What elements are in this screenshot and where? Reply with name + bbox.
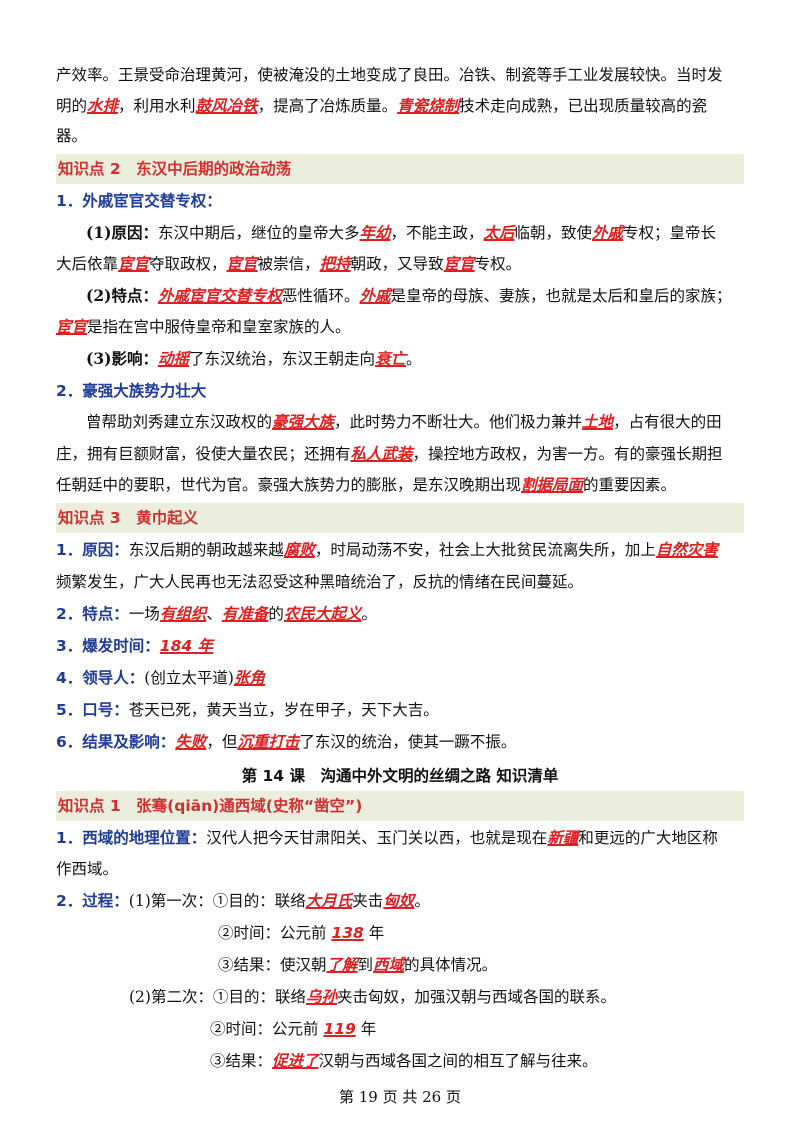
answer: 农民大起义 — [283, 605, 362, 623]
text-line: ③结果：促进了汉朝与西域各国之间的相互了解与往来。 — [210, 1052, 598, 1070]
text-line: (2)第二次：①目的：联络乌孙夹击匈奴，加强汉朝与西域各国的联系。 — [129, 988, 616, 1006]
answer: 119 — [323, 1020, 356, 1038]
text-line: 宦官是指在宫中服侍皇帝和皇室家族的人。 — [56, 318, 351, 336]
text-line: 任朝廷中的要职，世代为官。豪强大族势力的膨胀，是东汉晚期出现割据局面的重要因素。 — [56, 476, 677, 494]
answer: 年幼 — [359, 224, 391, 242]
text-line: 3．爆发时间：184 年 — [56, 637, 214, 655]
answer: 自然灾害 — [655, 541, 718, 559]
text-line: ②时间：公元前 138 年 — [218, 924, 385, 942]
page-footer: 第 19 页 共 26 页 — [338, 1088, 461, 1106]
text-line: ②时间：公元前 119 年 — [210, 1020, 377, 1038]
answer: 西域 — [373, 956, 405, 974]
text-line: 6．结果及影响：失败，但沉重打击了东汉的统治，使其一蹶不振。 — [56, 733, 517, 751]
answer: 了解 — [326, 956, 358, 974]
answer: 有准备 — [221, 605, 269, 623]
text-line: ③结果：使汉朝了解到西域的具体情况。 — [218, 956, 498, 974]
answer: 新疆 — [547, 829, 579, 847]
answer: 184 年 — [159, 637, 214, 655]
text-line: 1．原因：东汉后期的朝政越来越腐败，时局动荡不安，社会上大批贫民流离失所，加上自… — [56, 541, 718, 559]
subheading: 2．豪强大族势力壮大 — [56, 382, 207, 400]
answer: 外戚 — [592, 224, 624, 242]
section-heading: 知识点 2 东汉中后期的政治动荡 — [56, 154, 744, 184]
answer: 腐败 — [283, 541, 315, 559]
text-line: 曾帮助刘秀建立东汉政权的豪强大族，此时势力不断壮大。他们极力兼并土地，占有很大的… — [86, 413, 722, 431]
answer: 豪强大族 — [272, 413, 335, 431]
answer: 外戚宦官交替专权 — [157, 287, 282, 305]
answer: 乌孙 — [305, 988, 337, 1006]
section-heading: 知识点 3 黄巾起义 — [56, 503, 744, 533]
answer: 衰亡 — [374, 350, 406, 368]
answer: 张角 — [233, 669, 265, 687]
text-line: 作西域。 — [56, 860, 119, 878]
answer: 宦官 — [443, 255, 475, 273]
text-line: 庄，拥有巨额财富，役使大量农民；还拥有私人武装，操控地方政权，为害一方。有的豪强… — [56, 445, 723, 463]
answer: 促进了 — [272, 1052, 319, 1070]
text-line: 5．口号：苍天已死，黄天当立，岁在甲子，天下大吉。 — [56, 701, 439, 719]
text-line: 4．领导人：(创立太平道)张角 — [56, 669, 265, 687]
subheading: 1．外戚宦官交替专权： — [56, 192, 222, 210]
answer: 沉重打击 — [237, 733, 300, 751]
text-line: 频繁发生，广大人民再也无法忍受这种黑暗统治了，反抗的情绪在民间蔓延。 — [56, 573, 584, 591]
answer: 私人武装 — [350, 445, 413, 463]
text-line: (3)影响：动摇了东汉统治，东汉王朝走向衰亡。 — [86, 349, 422, 368]
answer: 土地 — [582, 413, 614, 431]
answer: 割据局面 — [521, 476, 584, 494]
text-line: 大后依靠宦官夺取政权，宦官被崇信，把持朝政，又导致宦官专权。 — [56, 255, 522, 273]
text-line: 产效率。王景受命治理黄河，使被淹没的土地变成了良田。冶铁、制瓷等手工业发展较快。… — [56, 66, 723, 84]
text-line: (1)原因：东汉中期后，继位的皇帝大多年幼，不能主政，太后临朝，致使外戚专权；皇… — [86, 223, 717, 242]
answer: 匈奴 — [383, 892, 415, 910]
answer: 鼓风冶铁 — [195, 97, 258, 115]
answer: 外戚 — [359, 287, 391, 305]
answer: 太后 — [483, 224, 515, 242]
answer: 宦官 — [118, 255, 150, 273]
text-line: (2)特点：外戚宦官交替专权恶性循环。外戚是皇帝的母族、妻族，也就是太后和皇后的… — [86, 286, 732, 305]
lesson-title: 第 14 课 沟通中外文明的丝绸之路 知识清单 — [241, 767, 559, 785]
answer: 青瓷烧制 — [397, 97, 460, 115]
text-line: 2．过程：(1)第一次：①目的：联络大月氏夹击匈奴。 — [56, 892, 430, 910]
section-heading: 知识点 1 张骞(qiān)通西域(史称“凿空”) — [56, 791, 744, 821]
text-line: 器。 — [56, 127, 88, 145]
answer: 138 — [331, 924, 364, 942]
answer: 大月氏 — [305, 892, 353, 910]
text-line: 1．西域的地理位置：汉代人把今天甘肃阳关、玉门关以西，也就是现在新疆和更远的广大… — [56, 829, 718, 847]
answer: 水排 — [87, 97, 119, 115]
answer: 有组织 — [159, 605, 207, 623]
text-line: 2．特点：一场有组织、有准备的农民大起义。 — [56, 605, 377, 623]
answer: 宦官 — [226, 255, 258, 273]
answer: 把持 — [319, 255, 351, 273]
text-line: 明的水排，利用水利鼓风冶铁，提高了冶炼质量。青瓷烧制技术走向成熟，已出现质量较高… — [56, 97, 708, 115]
answer: 宦官 — [56, 318, 88, 336]
answer: 失败 — [175, 733, 207, 751]
answer: 动摇 — [157, 350, 189, 368]
